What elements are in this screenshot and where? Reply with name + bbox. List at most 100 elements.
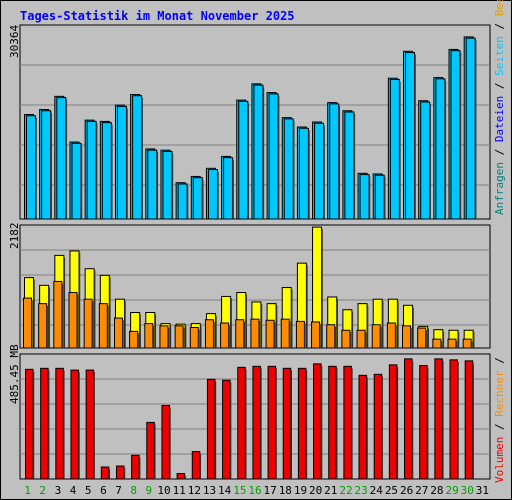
bar-besuche-28 bbox=[432, 338, 442, 349]
bar-volumen-13 bbox=[206, 378, 216, 480]
day-label-12: 12 bbox=[188, 484, 201, 497]
bar-besuche-19 bbox=[295, 320, 305, 349]
ylabel-visits: 2182 bbox=[8, 223, 21, 250]
bar-volumen-6 bbox=[100, 466, 110, 480]
bar-besuche-7 bbox=[113, 317, 123, 349]
day-label-16: 16 bbox=[248, 484, 261, 497]
bar-dateien-10 bbox=[162, 150, 173, 220]
day-label-8: 8 bbox=[130, 484, 137, 497]
bar-volumen-14 bbox=[222, 379, 231, 480]
bar-volumen-23 bbox=[358, 374, 368, 480]
day-label-17: 17 bbox=[264, 484, 277, 497]
bar-dateien-25 bbox=[389, 78, 400, 220]
bar-besuche-10 bbox=[159, 325, 169, 349]
day-label-11: 11 bbox=[173, 484, 186, 497]
day-label-7: 7 bbox=[115, 484, 122, 497]
bar-volumen-30 bbox=[464, 360, 474, 480]
bar-dateien-9 bbox=[147, 149, 158, 220]
day-label-9: 9 bbox=[146, 484, 153, 497]
bar-dateien-16 bbox=[253, 84, 264, 220]
bar-volumen-29 bbox=[449, 359, 459, 480]
bar-dateien-4 bbox=[71, 142, 82, 220]
bar-volumen-17 bbox=[267, 365, 277, 480]
legend-sep-3: / bbox=[493, 16, 506, 36]
bar-volumen-8 bbox=[131, 454, 140, 480]
legend-besuche: Besuche bbox=[493, 0, 506, 16]
day-label-24: 24 bbox=[370, 484, 384, 497]
day-label-23: 23 bbox=[355, 484, 368, 497]
bar-volumen-19 bbox=[297, 367, 307, 480]
bar-dateien-17 bbox=[268, 93, 279, 220]
bar-besuche-4 bbox=[68, 292, 78, 349]
bar-volumen-4 bbox=[70, 369, 79, 480]
legend-hits: Anfragen / Dateien / Seiten / Besuche bbox=[493, 0, 506, 215]
bar-besuche-6 bbox=[98, 303, 108, 349]
legend-sep-2: / bbox=[493, 76, 506, 96]
day-label-5: 5 bbox=[85, 484, 92, 497]
bar-volumen-10 bbox=[161, 404, 170, 480]
bar-volumen-24 bbox=[373, 373, 383, 480]
bar-dateien-18 bbox=[283, 118, 294, 220]
bar-volumen-15 bbox=[237, 366, 246, 480]
bar-dateien-26 bbox=[405, 52, 416, 220]
day-label-27: 27 bbox=[415, 484, 428, 497]
bar-dateien-7 bbox=[116, 105, 127, 220]
day-label-22: 22 bbox=[339, 484, 352, 497]
bar-besuche-27 bbox=[417, 327, 427, 349]
bar-volumen-25 bbox=[388, 364, 398, 480]
bar-dateien-1 bbox=[26, 115, 36, 220]
bar-dateien-28 bbox=[435, 78, 446, 220]
bar-volumen-11 bbox=[176, 473, 186, 480]
bar-besuche-30 bbox=[462, 338, 472, 349]
bar-besuche-2 bbox=[38, 303, 48, 349]
legend-seiten: Seiten bbox=[493, 36, 506, 76]
legend-sep-4: / bbox=[493, 417, 506, 437]
day-label-31: 31 bbox=[476, 484, 489, 497]
bar-dateien-20 bbox=[314, 122, 325, 220]
bar-besuche-23 bbox=[356, 329, 366, 349]
day-label-30: 30 bbox=[461, 484, 474, 497]
chart-title: Tages-Statistik im Monat November 2025 bbox=[20, 9, 295, 23]
bar-volumen-3 bbox=[55, 367, 64, 480]
bar-besuche-13 bbox=[204, 319, 214, 349]
bar-volumen-5 bbox=[85, 369, 95, 480]
legend-volumen: Volumen bbox=[493, 437, 506, 483]
bar-dateien-3 bbox=[56, 97, 67, 220]
day-label-14: 14 bbox=[218, 484, 232, 497]
day-label-21: 21 bbox=[324, 484, 337, 497]
day-label-19: 19 bbox=[294, 484, 307, 497]
bar-volumen-27 bbox=[419, 365, 428, 480]
bar-dateien-11 bbox=[177, 183, 188, 220]
bar-volumen-9 bbox=[146, 421, 155, 480]
day-label-6: 6 bbox=[100, 484, 107, 497]
bar-dateien-24 bbox=[374, 174, 385, 220]
bar-dateien-6 bbox=[101, 122, 112, 220]
day-label-18: 18 bbox=[279, 484, 292, 497]
bar-besuche-8 bbox=[129, 330, 139, 349]
day-label-10: 10 bbox=[157, 484, 170, 497]
legend-sep-5: / bbox=[493, 357, 506, 370]
bar-besuche-9 bbox=[144, 323, 154, 349]
bar-besuche-14 bbox=[220, 322, 230, 349]
bar-volumen-1 bbox=[25, 368, 34, 480]
bar-volumen-22 bbox=[343, 365, 352, 480]
bar-besuche-21 bbox=[326, 324, 336, 349]
bar-dateien-21 bbox=[329, 103, 340, 220]
bar-dateien-22 bbox=[344, 111, 355, 220]
bar-dateien-8 bbox=[132, 95, 143, 220]
day-label-15: 15 bbox=[233, 484, 246, 497]
bar-dateien-19 bbox=[298, 127, 309, 220]
bar-besuche-15 bbox=[235, 319, 245, 349]
bar-besuche-26 bbox=[402, 325, 412, 349]
bar-volumen-12 bbox=[191, 451, 201, 480]
day-label-2: 2 bbox=[39, 484, 46, 497]
day-label-29: 29 bbox=[445, 484, 458, 497]
bar-besuche-5 bbox=[83, 298, 93, 349]
bar-besuche-3 bbox=[53, 280, 63, 349]
day-label-28: 28 bbox=[430, 484, 443, 497]
day-label-26: 26 bbox=[400, 484, 413, 497]
bar-volumen-26 bbox=[404, 358, 413, 480]
day-label-13: 13 bbox=[203, 484, 216, 497]
legend-lower: Volumen / Rechner / bbox=[493, 357, 506, 483]
